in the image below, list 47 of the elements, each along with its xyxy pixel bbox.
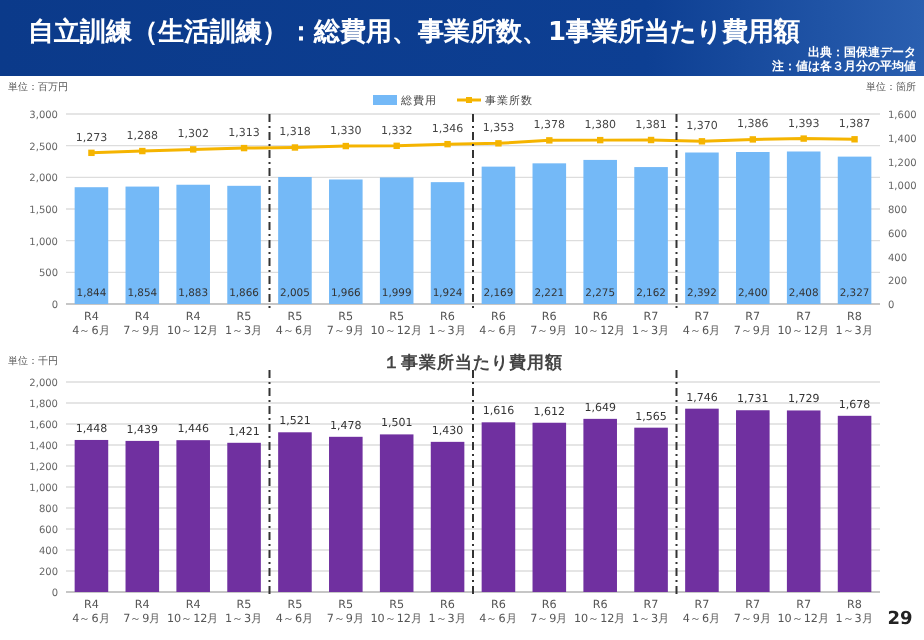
point xyxy=(88,149,95,157)
point xyxy=(189,146,197,153)
bar xyxy=(837,415,872,592)
point xyxy=(393,142,400,150)
chart-title: １事業所当たり費用額 xyxy=(383,352,563,374)
bar xyxy=(278,177,312,304)
bar xyxy=(176,184,210,304)
bar xyxy=(736,410,770,592)
bar xyxy=(227,442,261,592)
bar xyxy=(532,163,567,304)
bar xyxy=(278,432,312,592)
bar xyxy=(379,177,414,304)
point xyxy=(495,140,502,147)
bar xyxy=(634,167,668,304)
bar xyxy=(786,151,821,304)
bar xyxy=(685,408,719,592)
bar xyxy=(125,186,160,304)
bar xyxy=(125,440,160,592)
bar xyxy=(583,159,617,304)
bar xyxy=(685,152,719,304)
bar xyxy=(430,441,465,592)
chart-title: 自立訓練（生活訓練）：総費用、事業所数、1事業所当たり費用額 xyxy=(28,16,801,48)
bar xyxy=(481,166,516,304)
bar xyxy=(74,187,109,304)
bar xyxy=(379,434,414,592)
bar xyxy=(329,436,363,592)
bar xyxy=(837,156,872,304)
point xyxy=(851,136,858,143)
bar xyxy=(736,152,770,304)
bar xyxy=(227,185,261,304)
bar xyxy=(481,422,516,592)
bar xyxy=(786,410,821,592)
point xyxy=(800,135,807,142)
point xyxy=(291,144,299,151)
text: 29 xyxy=(887,610,913,630)
bar xyxy=(329,179,363,304)
bar xyxy=(532,422,567,592)
bar xyxy=(430,182,465,304)
bar xyxy=(176,440,210,592)
bar xyxy=(74,439,109,592)
bar xyxy=(583,418,617,592)
point xyxy=(698,138,706,145)
bar xyxy=(634,427,668,592)
point xyxy=(749,136,757,143)
point xyxy=(546,137,553,144)
point xyxy=(444,140,451,148)
point xyxy=(139,147,146,155)
